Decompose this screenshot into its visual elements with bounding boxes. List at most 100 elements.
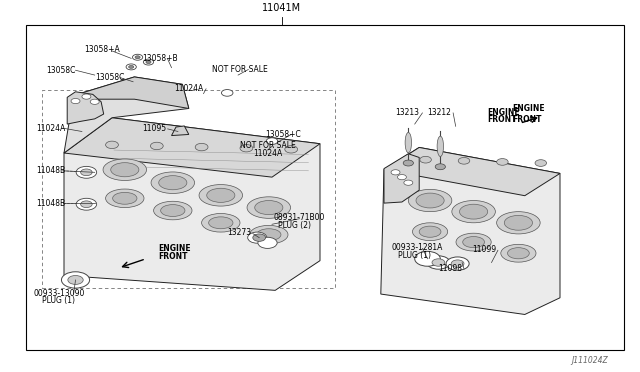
Circle shape <box>403 160 413 166</box>
Text: 13212: 13212 <box>428 108 451 117</box>
Circle shape <box>397 174 406 180</box>
Circle shape <box>435 164 445 170</box>
Ellipse shape <box>154 201 192 220</box>
Circle shape <box>81 169 92 176</box>
Circle shape <box>451 260 464 267</box>
Text: 13058+B: 13058+B <box>142 54 178 63</box>
Circle shape <box>195 143 208 151</box>
Ellipse shape <box>250 225 288 244</box>
Text: PLUG (1): PLUG (1) <box>42 296 75 305</box>
Circle shape <box>61 272 90 288</box>
Text: 11024A: 11024A <box>36 124 65 133</box>
Ellipse shape <box>161 205 185 217</box>
Text: 11099: 11099 <box>472 245 497 254</box>
Circle shape <box>76 198 97 210</box>
Text: 13058+A: 13058+A <box>84 45 120 54</box>
Circle shape <box>535 160 547 166</box>
Text: 11024A: 11024A <box>174 84 204 93</box>
Polygon shape <box>384 147 560 196</box>
Circle shape <box>81 201 92 208</box>
Ellipse shape <box>463 237 484 248</box>
Ellipse shape <box>501 244 536 262</box>
Polygon shape <box>64 118 320 177</box>
Ellipse shape <box>113 192 137 204</box>
Circle shape <box>415 251 440 266</box>
Circle shape <box>253 234 266 241</box>
Circle shape <box>427 256 450 269</box>
Text: 13058C: 13058C <box>95 73 124 82</box>
Circle shape <box>404 180 413 185</box>
Text: ENGINE: ENGINE <box>159 244 191 253</box>
Text: 00933-13090: 00933-13090 <box>33 289 84 298</box>
Circle shape <box>458 157 470 164</box>
Ellipse shape <box>405 132 412 153</box>
Ellipse shape <box>413 223 448 241</box>
Polygon shape <box>384 154 419 203</box>
Ellipse shape <box>247 197 291 218</box>
Ellipse shape <box>255 201 283 215</box>
Ellipse shape <box>497 212 540 234</box>
Ellipse shape <box>416 193 444 208</box>
Ellipse shape <box>106 189 144 208</box>
Ellipse shape <box>408 189 452 212</box>
Circle shape <box>266 138 278 144</box>
Text: FRONT: FRONT <box>488 115 517 124</box>
Bar <box>42 90 335 289</box>
Text: 13058+C: 13058+C <box>266 130 301 139</box>
Ellipse shape <box>103 159 147 180</box>
Polygon shape <box>64 77 189 153</box>
Text: 00933-1281A: 00933-1281A <box>392 243 443 252</box>
Circle shape <box>248 232 267 243</box>
Ellipse shape <box>452 201 495 223</box>
Polygon shape <box>67 92 104 124</box>
Circle shape <box>240 144 253 152</box>
Ellipse shape <box>508 248 529 259</box>
Circle shape <box>420 156 431 163</box>
Circle shape <box>221 90 233 96</box>
Circle shape <box>132 54 143 60</box>
Text: PLUG (1): PLUG (1) <box>398 251 431 260</box>
Ellipse shape <box>202 214 240 232</box>
Circle shape <box>497 158 508 165</box>
Polygon shape <box>381 147 560 314</box>
Text: 08931-71B00: 08931-71B00 <box>274 214 325 222</box>
Circle shape <box>143 59 154 65</box>
Text: 11098: 11098 <box>438 264 463 273</box>
Ellipse shape <box>151 172 195 193</box>
Text: 13058C: 13058C <box>46 66 76 75</box>
Ellipse shape <box>257 229 281 241</box>
Text: ENGINE
FRONT: ENGINE FRONT <box>512 105 545 125</box>
Circle shape <box>432 259 445 266</box>
Text: J111024Z: J111024Z <box>572 356 608 365</box>
Text: NOT FOR SALE: NOT FOR SALE <box>212 65 268 74</box>
Circle shape <box>446 257 469 270</box>
Circle shape <box>90 99 99 105</box>
Polygon shape <box>172 126 189 135</box>
Polygon shape <box>74 77 189 109</box>
Circle shape <box>129 65 134 68</box>
Circle shape <box>106 141 118 148</box>
Bar <box>26 25 624 350</box>
Circle shape <box>76 166 97 178</box>
Text: 13213: 13213 <box>396 108 420 117</box>
Ellipse shape <box>419 226 441 237</box>
Ellipse shape <box>207 188 235 202</box>
Circle shape <box>71 99 80 104</box>
Polygon shape <box>64 118 320 290</box>
Circle shape <box>391 170 400 175</box>
Text: NOT FOR SALE: NOT FOR SALE <box>240 141 296 150</box>
Circle shape <box>68 276 83 285</box>
Text: 11048B: 11048B <box>36 166 65 175</box>
Circle shape <box>146 61 151 64</box>
Ellipse shape <box>504 215 532 230</box>
Text: ENGINE: ENGINE <box>488 108 520 117</box>
Ellipse shape <box>199 185 243 206</box>
Text: PLUG (2): PLUG (2) <box>278 221 312 230</box>
Circle shape <box>135 56 140 59</box>
Ellipse shape <box>460 204 488 219</box>
Ellipse shape <box>159 176 187 190</box>
Text: 11048B: 11048B <box>36 199 65 208</box>
Text: FRONT: FRONT <box>159 252 188 261</box>
Ellipse shape <box>209 217 233 229</box>
Circle shape <box>82 94 91 99</box>
